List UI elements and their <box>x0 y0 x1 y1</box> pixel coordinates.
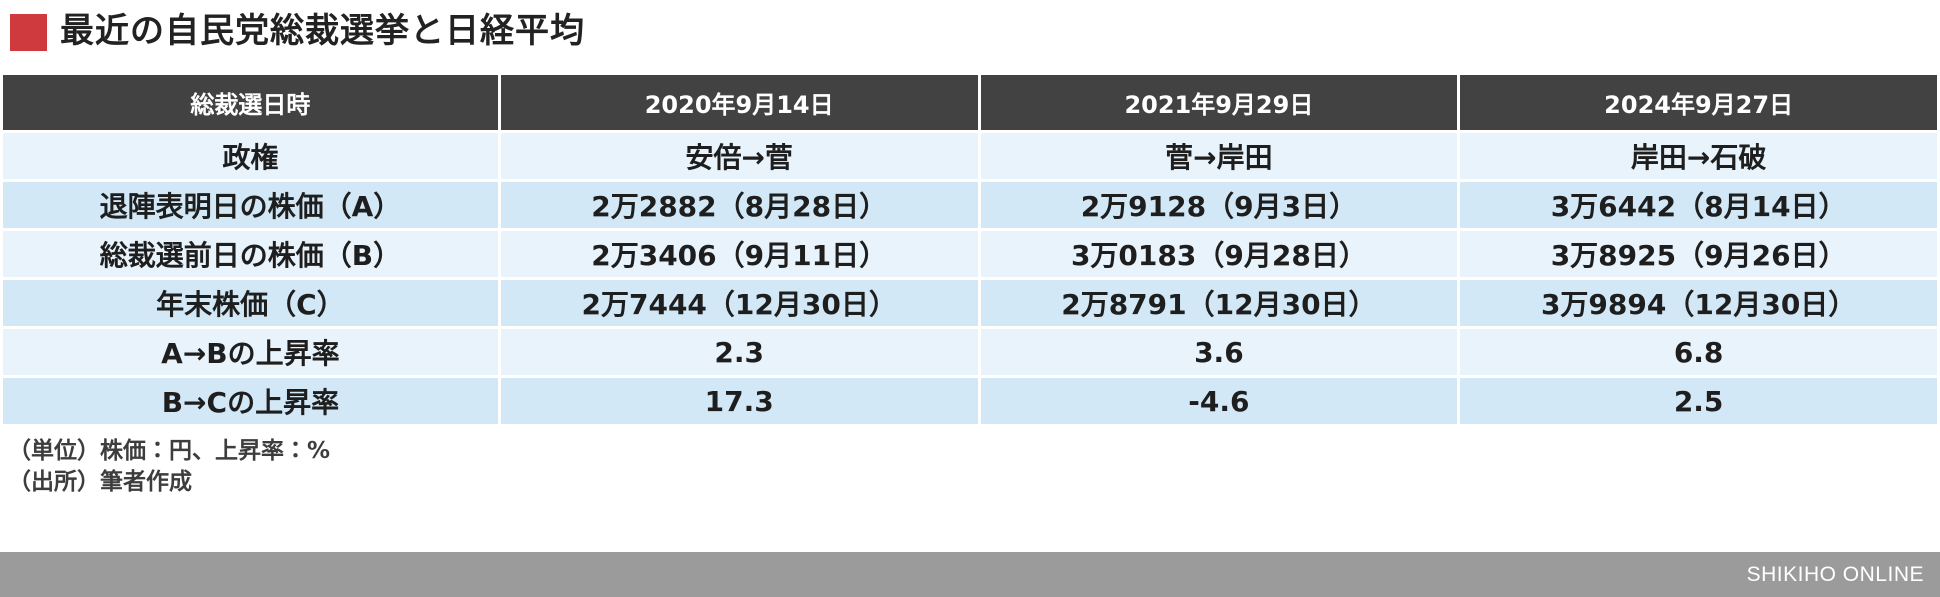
brand-label: SHIKIHO ONLINE <box>1746 562 1924 586</box>
value-cell: 3.6 <box>977 326 1461 378</box>
value-cell: 2万3406（9月11日） <box>497 228 981 280</box>
footer-bar: SHIKIHO ONLINE <box>0 552 1940 597</box>
value-cell: 岸田→石破 <box>1457 130 1940 182</box>
election-nikkei-table: 総裁選日時 2020年9月14日 2021年9月29日 2024年9月27日 政… <box>0 72 1940 427</box>
title-bullet-square-icon <box>10 13 47 51</box>
value-cell: 2万2882（8月28日） <box>497 179 981 231</box>
page-title: 最近の自民党総裁選挙と日経平均 <box>60 11 585 52</box>
value-cell: 2.5 <box>1457 375 1940 427</box>
row-label-cell: 年末株価（C） <box>0 277 501 329</box>
value-cell: 2.3 <box>497 326 981 378</box>
value-cell: 2万9128（9月3日） <box>977 179 1461 231</box>
page-title-row: 最近の自民党総裁選挙と日経平均 <box>0 0 1940 56</box>
value-cell: 3万9894（12月30日） <box>1457 277 1940 329</box>
header-cell-2024: 2024年9月27日 <box>1457 72 1940 133</box>
row-label-cell: 総裁選前日の株価（B） <box>0 228 501 280</box>
header-cell-election-date: 総裁選日時 <box>0 72 501 133</box>
footnote-units: （単位）株価：円、上昇率：% <box>8 438 331 464</box>
footnotes: （単位）株価：円、上昇率：% （出所）筆者作成 <box>0 427 1940 498</box>
value-cell: 6.8 <box>1457 326 1940 378</box>
table-body: 政権 安倍→菅 菅→岸田 岸田→石破 退陣表明日の株価（A） 2万2882（8月28日） 2… <box>0 130 1940 427</box>
header-cell-2021: 2021年9月29日 <box>977 72 1461 133</box>
value-cell: 3万0183（9月28日） <box>977 228 1461 280</box>
row-label-cell: B→Cの上昇率 <box>0 375 501 427</box>
table-row: 総裁選前日の株価（B） 2万3406（9月11日） 3万0183（9月28日） 3万8… <box>0 228 1940 280</box>
value-cell: 安倍→菅 <box>497 130 981 182</box>
value-cell: 3万6442（8月14日） <box>1457 179 1940 231</box>
value-cell: 17.3 <box>497 375 981 427</box>
value-cell: 菅→岸田 <box>977 130 1461 182</box>
value-cell: 2万7444（12月30日） <box>497 277 981 329</box>
value-cell: 3万8925（9月26日） <box>1457 228 1940 280</box>
row-label-cell: 政権 <box>0 130 501 182</box>
table-row: 年末株価（C） 2万7444（12月30日） 2万8791（12月30日） 3万989… <box>0 277 1940 329</box>
value-cell: -4.6 <box>977 375 1461 427</box>
row-label-cell: A→Bの上昇率 <box>0 326 501 378</box>
table-row: 政権 安倍→菅 菅→岸田 岸田→石破 <box>0 130 1940 182</box>
row-label-cell: 退陣表明日の株価（A） <box>0 179 501 231</box>
footnote-source: （出所）筆者作成 <box>8 469 192 495</box>
table-row: A→Bの上昇率 2.3 3.6 6.8 <box>0 326 1940 378</box>
table-row: B→Cの上昇率 17.3 -4.6 2.5 <box>0 375 1940 427</box>
value-cell: 2万8791（12月30日） <box>977 277 1461 329</box>
table-row: 退陣表明日の株価（A） 2万2882（8月28日） 2万9128（9月3日） 3万64… <box>0 179 1940 231</box>
table-header-row: 総裁選日時 2020年9月14日 2021年9月29日 2024年9月27日 <box>0 72 1940 133</box>
header-cell-2020: 2020年9月14日 <box>497 72 981 133</box>
